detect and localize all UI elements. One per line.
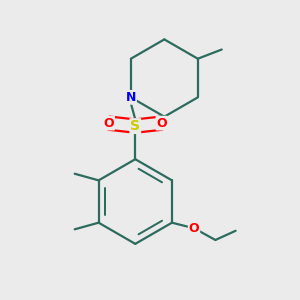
Text: O: O bbox=[157, 117, 167, 130]
Text: O: O bbox=[103, 117, 114, 130]
Text: S: S bbox=[130, 119, 140, 133]
Text: O: O bbox=[189, 222, 199, 235]
Text: N: N bbox=[126, 91, 136, 104]
